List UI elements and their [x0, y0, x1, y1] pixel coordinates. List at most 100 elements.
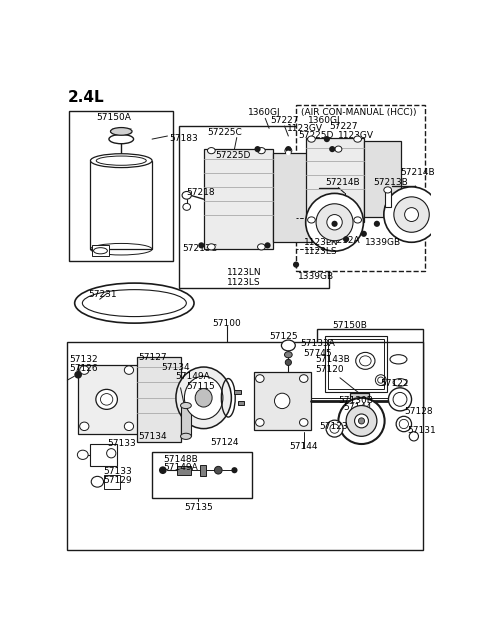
Ellipse shape [409, 432, 419, 441]
Ellipse shape [90, 154, 152, 168]
Text: 1123LN: 1123LN [227, 268, 262, 277]
Text: 57213B: 57213B [373, 179, 408, 187]
Ellipse shape [109, 134, 133, 144]
Ellipse shape [275, 393, 290, 408]
Bar [180, 406, 192, 436]
Ellipse shape [124, 422, 133, 430]
Ellipse shape [91, 477, 104, 487]
Ellipse shape [316, 204, 353, 241]
Ellipse shape [327, 215, 342, 230]
Ellipse shape [77, 450, 88, 460]
Text: 57218: 57218 [187, 187, 216, 197]
Text: 57225D: 57225D [299, 132, 334, 141]
Ellipse shape [75, 283, 194, 323]
Bar [67, 342, 423, 549]
Text: 57213C: 57213C [182, 244, 217, 253]
Ellipse shape [300, 418, 308, 426]
Ellipse shape [354, 136, 361, 142]
Ellipse shape [355, 414, 369, 428]
Ellipse shape [326, 420, 343, 437]
Bar [92, 246, 109, 256]
Ellipse shape [183, 203, 191, 210]
Ellipse shape [374, 221, 380, 227]
Ellipse shape [384, 187, 392, 193]
Text: 57148B: 57148B [163, 454, 198, 464]
Text: 57144: 57144 [289, 442, 318, 451]
Bar [234, 390, 240, 394]
Text: 57745: 57745 [304, 349, 332, 358]
Ellipse shape [332, 221, 337, 227]
Text: 57130B: 57130B [338, 396, 373, 404]
Text: 57231: 57231 [88, 290, 117, 299]
Bar [306, 137, 364, 222]
Ellipse shape [198, 242, 204, 248]
Bar [328, 339, 384, 389]
Ellipse shape [124, 366, 133, 374]
Text: 57135: 57135 [184, 503, 213, 512]
Text: 1123LS: 1123LS [304, 247, 337, 256]
Bar [179, 126, 329, 288]
Text: 57212: 57212 [394, 205, 422, 215]
Ellipse shape [285, 351, 292, 358]
Text: 57133A: 57133A [300, 339, 335, 348]
Ellipse shape [80, 366, 89, 374]
Text: 1123GV: 1123GV [338, 132, 374, 141]
Bar [177, 466, 191, 475]
Text: 57115: 57115 [186, 382, 215, 391]
Ellipse shape [293, 261, 299, 268]
Ellipse shape [338, 398, 384, 444]
Ellipse shape [110, 128, 132, 135]
Text: 57128: 57128 [404, 407, 432, 416]
Ellipse shape [286, 151, 291, 155]
Ellipse shape [329, 146, 336, 152]
Ellipse shape [256, 418, 264, 426]
Ellipse shape [324, 136, 330, 142]
Text: 57227: 57227 [329, 122, 358, 131]
Bar [204, 149, 273, 249]
Text: 57131: 57131 [408, 426, 436, 436]
Ellipse shape [207, 147, 215, 154]
Ellipse shape [182, 191, 192, 199]
Ellipse shape [308, 136, 315, 142]
Ellipse shape [176, 367, 231, 429]
Ellipse shape [388, 388, 411, 411]
Ellipse shape [258, 147, 265, 154]
Ellipse shape [285, 146, 291, 152]
Text: 1123LN: 1123LN [304, 237, 338, 247]
Ellipse shape [285, 147, 292, 154]
Text: 1123GV: 1123GV [287, 123, 323, 133]
Text: 1339GB: 1339GB [365, 237, 401, 247]
Bar [384, 190, 391, 207]
Text: 57227: 57227 [271, 116, 299, 125]
Text: 57212A: 57212A [325, 236, 360, 245]
Text: 57126: 57126 [69, 364, 97, 373]
Ellipse shape [207, 244, 215, 250]
Text: 2.4L: 2.4L [67, 90, 104, 105]
Ellipse shape [405, 208, 419, 222]
Text: 57144: 57144 [343, 403, 372, 412]
Bar [69, 111, 173, 261]
Ellipse shape [215, 467, 222, 474]
Ellipse shape [308, 217, 315, 223]
Bar [317, 329, 423, 410]
Ellipse shape [346, 406, 377, 436]
Text: 57123: 57123 [319, 422, 348, 432]
Bar [273, 153, 315, 242]
Ellipse shape [231, 467, 238, 473]
Text: 57134: 57134 [138, 432, 167, 441]
Ellipse shape [264, 242, 271, 248]
Ellipse shape [359, 418, 365, 424]
Text: 57132: 57132 [69, 354, 97, 364]
Text: 57143B: 57143B [315, 354, 350, 364]
Text: 57134: 57134 [161, 363, 190, 372]
Bar [152, 452, 252, 498]
Text: 57149A: 57149A [175, 372, 210, 382]
Text: 57100: 57100 [212, 318, 241, 327]
Bar [364, 141, 401, 217]
Ellipse shape [354, 217, 361, 223]
Bar [325, 336, 387, 392]
Ellipse shape [180, 403, 192, 408]
Ellipse shape [184, 376, 223, 420]
Text: 57214B: 57214B [325, 178, 360, 187]
Ellipse shape [96, 389, 118, 410]
